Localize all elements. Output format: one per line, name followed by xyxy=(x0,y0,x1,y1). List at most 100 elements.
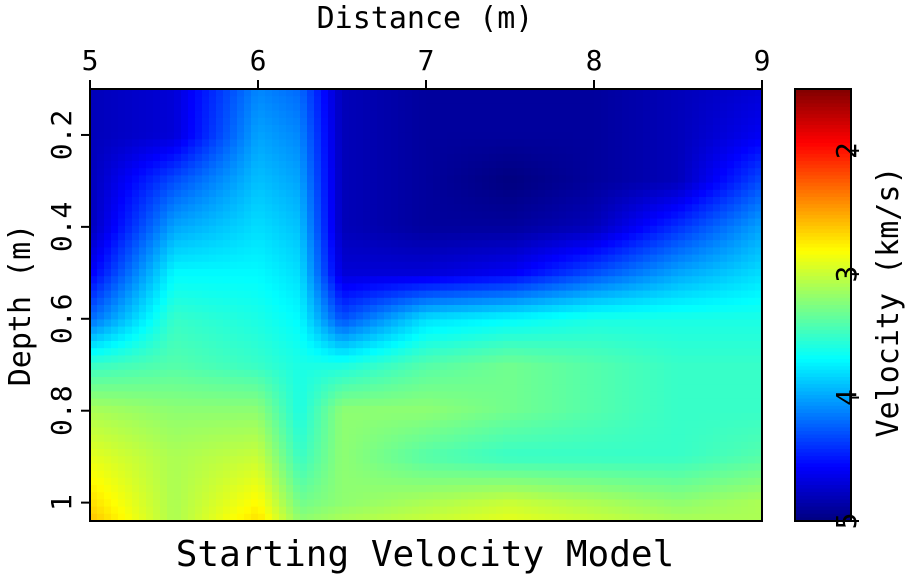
heatmap-cell xyxy=(454,204,462,212)
heatmap-cell xyxy=(517,117,525,126)
heatmap-cell xyxy=(370,398,378,407)
heatmap-cell xyxy=(384,161,392,169)
heatmap-cell xyxy=(433,362,441,371)
heatmap-cell xyxy=(496,283,504,292)
heatmap-cell xyxy=(244,276,252,284)
heatmap-cell xyxy=(230,269,238,277)
heatmap-cell xyxy=(244,117,252,126)
heatmap-cell xyxy=(685,391,693,400)
heatmap-cell xyxy=(349,197,357,205)
heatmap-cell xyxy=(370,117,378,126)
heatmap-cell xyxy=(153,319,161,328)
heatmap-cell xyxy=(559,413,567,421)
heatmap-cell xyxy=(356,132,364,140)
heatmap-cell xyxy=(251,283,259,292)
heatmap-cell xyxy=(328,362,336,371)
heatmap-cell xyxy=(146,305,154,313)
heatmap-cell xyxy=(706,153,714,162)
heatmap-cell xyxy=(174,326,182,335)
heatmap-cell xyxy=(356,125,364,133)
heatmap-cell xyxy=(279,261,287,270)
heatmap-cell xyxy=(412,218,420,227)
heatmap-cell xyxy=(545,189,553,198)
heatmap-cell xyxy=(699,398,707,407)
heatmap-cell xyxy=(615,384,623,392)
heatmap-cell xyxy=(545,261,553,270)
heatmap-cell xyxy=(440,362,448,371)
heatmap-cell xyxy=(496,269,504,277)
heatmap-cell xyxy=(195,146,203,155)
heatmap-cell xyxy=(552,369,560,378)
heatmap-cell xyxy=(601,182,609,191)
heatmap-cell xyxy=(314,326,322,335)
heatmap-cell xyxy=(482,434,490,443)
heatmap-cell xyxy=(706,384,714,392)
heatmap-cell xyxy=(580,261,588,270)
heatmap-cell xyxy=(524,254,532,263)
heatmap-cell xyxy=(608,326,616,335)
heatmap-cell xyxy=(258,456,266,464)
heatmap-cell xyxy=(335,290,343,299)
heatmap-cell xyxy=(202,146,210,155)
heatmap-cell xyxy=(398,434,406,443)
heatmap-cell xyxy=(118,333,126,342)
heatmap-cell xyxy=(573,233,581,241)
heatmap-cell xyxy=(566,297,574,306)
heatmap-cell xyxy=(706,182,714,191)
heatmap-cell xyxy=(503,96,511,104)
heatmap-cell xyxy=(104,413,112,421)
heatmap-cell xyxy=(174,89,182,97)
heatmap-cell xyxy=(615,434,623,443)
heatmap-cell xyxy=(748,456,756,464)
heatmap-cell xyxy=(111,247,119,256)
heatmap-cell xyxy=(321,146,329,155)
heatmap-cell xyxy=(608,146,616,155)
heatmap-cell xyxy=(692,204,700,212)
heatmap-cell xyxy=(279,204,287,212)
heatmap-cell xyxy=(167,369,175,378)
heatmap-cell xyxy=(286,384,294,392)
heatmap-cell xyxy=(307,441,315,450)
heatmap-cell xyxy=(97,319,105,328)
heatmap-cell xyxy=(503,427,511,436)
heatmap-cell xyxy=(174,398,182,407)
heatmap-cell xyxy=(489,362,497,371)
heatmap-cell xyxy=(475,333,483,342)
heatmap-cell xyxy=(230,240,238,248)
heatmap-cell xyxy=(706,441,714,450)
heatmap-cell xyxy=(594,269,602,277)
heatmap-cell xyxy=(552,261,560,270)
heatmap-cell xyxy=(510,233,518,241)
heatmap-cell xyxy=(356,427,364,436)
heatmap-cell xyxy=(174,132,182,140)
heatmap-cell xyxy=(125,456,133,464)
heatmap-cell xyxy=(370,218,378,227)
heatmap-cell xyxy=(293,89,301,97)
heatmap-cell xyxy=(566,89,574,97)
heatmap-cell xyxy=(272,153,280,162)
heatmap-cell xyxy=(328,117,336,126)
heatmap-cell xyxy=(524,362,532,371)
heatmap-cell xyxy=(524,189,532,198)
heatmap-cell xyxy=(622,110,630,119)
heatmap-cell xyxy=(496,276,504,284)
heatmap-cell xyxy=(510,261,518,270)
heatmap-cell xyxy=(398,305,406,313)
heatmap-cell xyxy=(272,297,280,306)
heatmap-cell xyxy=(426,355,434,364)
heatmap-cell xyxy=(671,96,679,104)
heatmap-cell xyxy=(468,218,476,227)
heatmap-cell xyxy=(706,283,714,292)
heatmap-cell xyxy=(405,146,413,155)
heatmap-cell xyxy=(335,225,343,234)
heatmap-cell xyxy=(349,110,357,119)
heatmap-cell xyxy=(636,197,644,205)
heatmap-cell xyxy=(167,125,175,133)
heatmap-cell xyxy=(748,449,756,457)
heatmap-cell xyxy=(748,254,756,263)
heatmap-cell xyxy=(132,103,140,112)
heatmap-cell xyxy=(216,261,224,270)
heatmap-cell xyxy=(608,168,616,176)
heatmap-cell xyxy=(748,369,756,378)
heatmap-cell xyxy=(755,413,763,421)
